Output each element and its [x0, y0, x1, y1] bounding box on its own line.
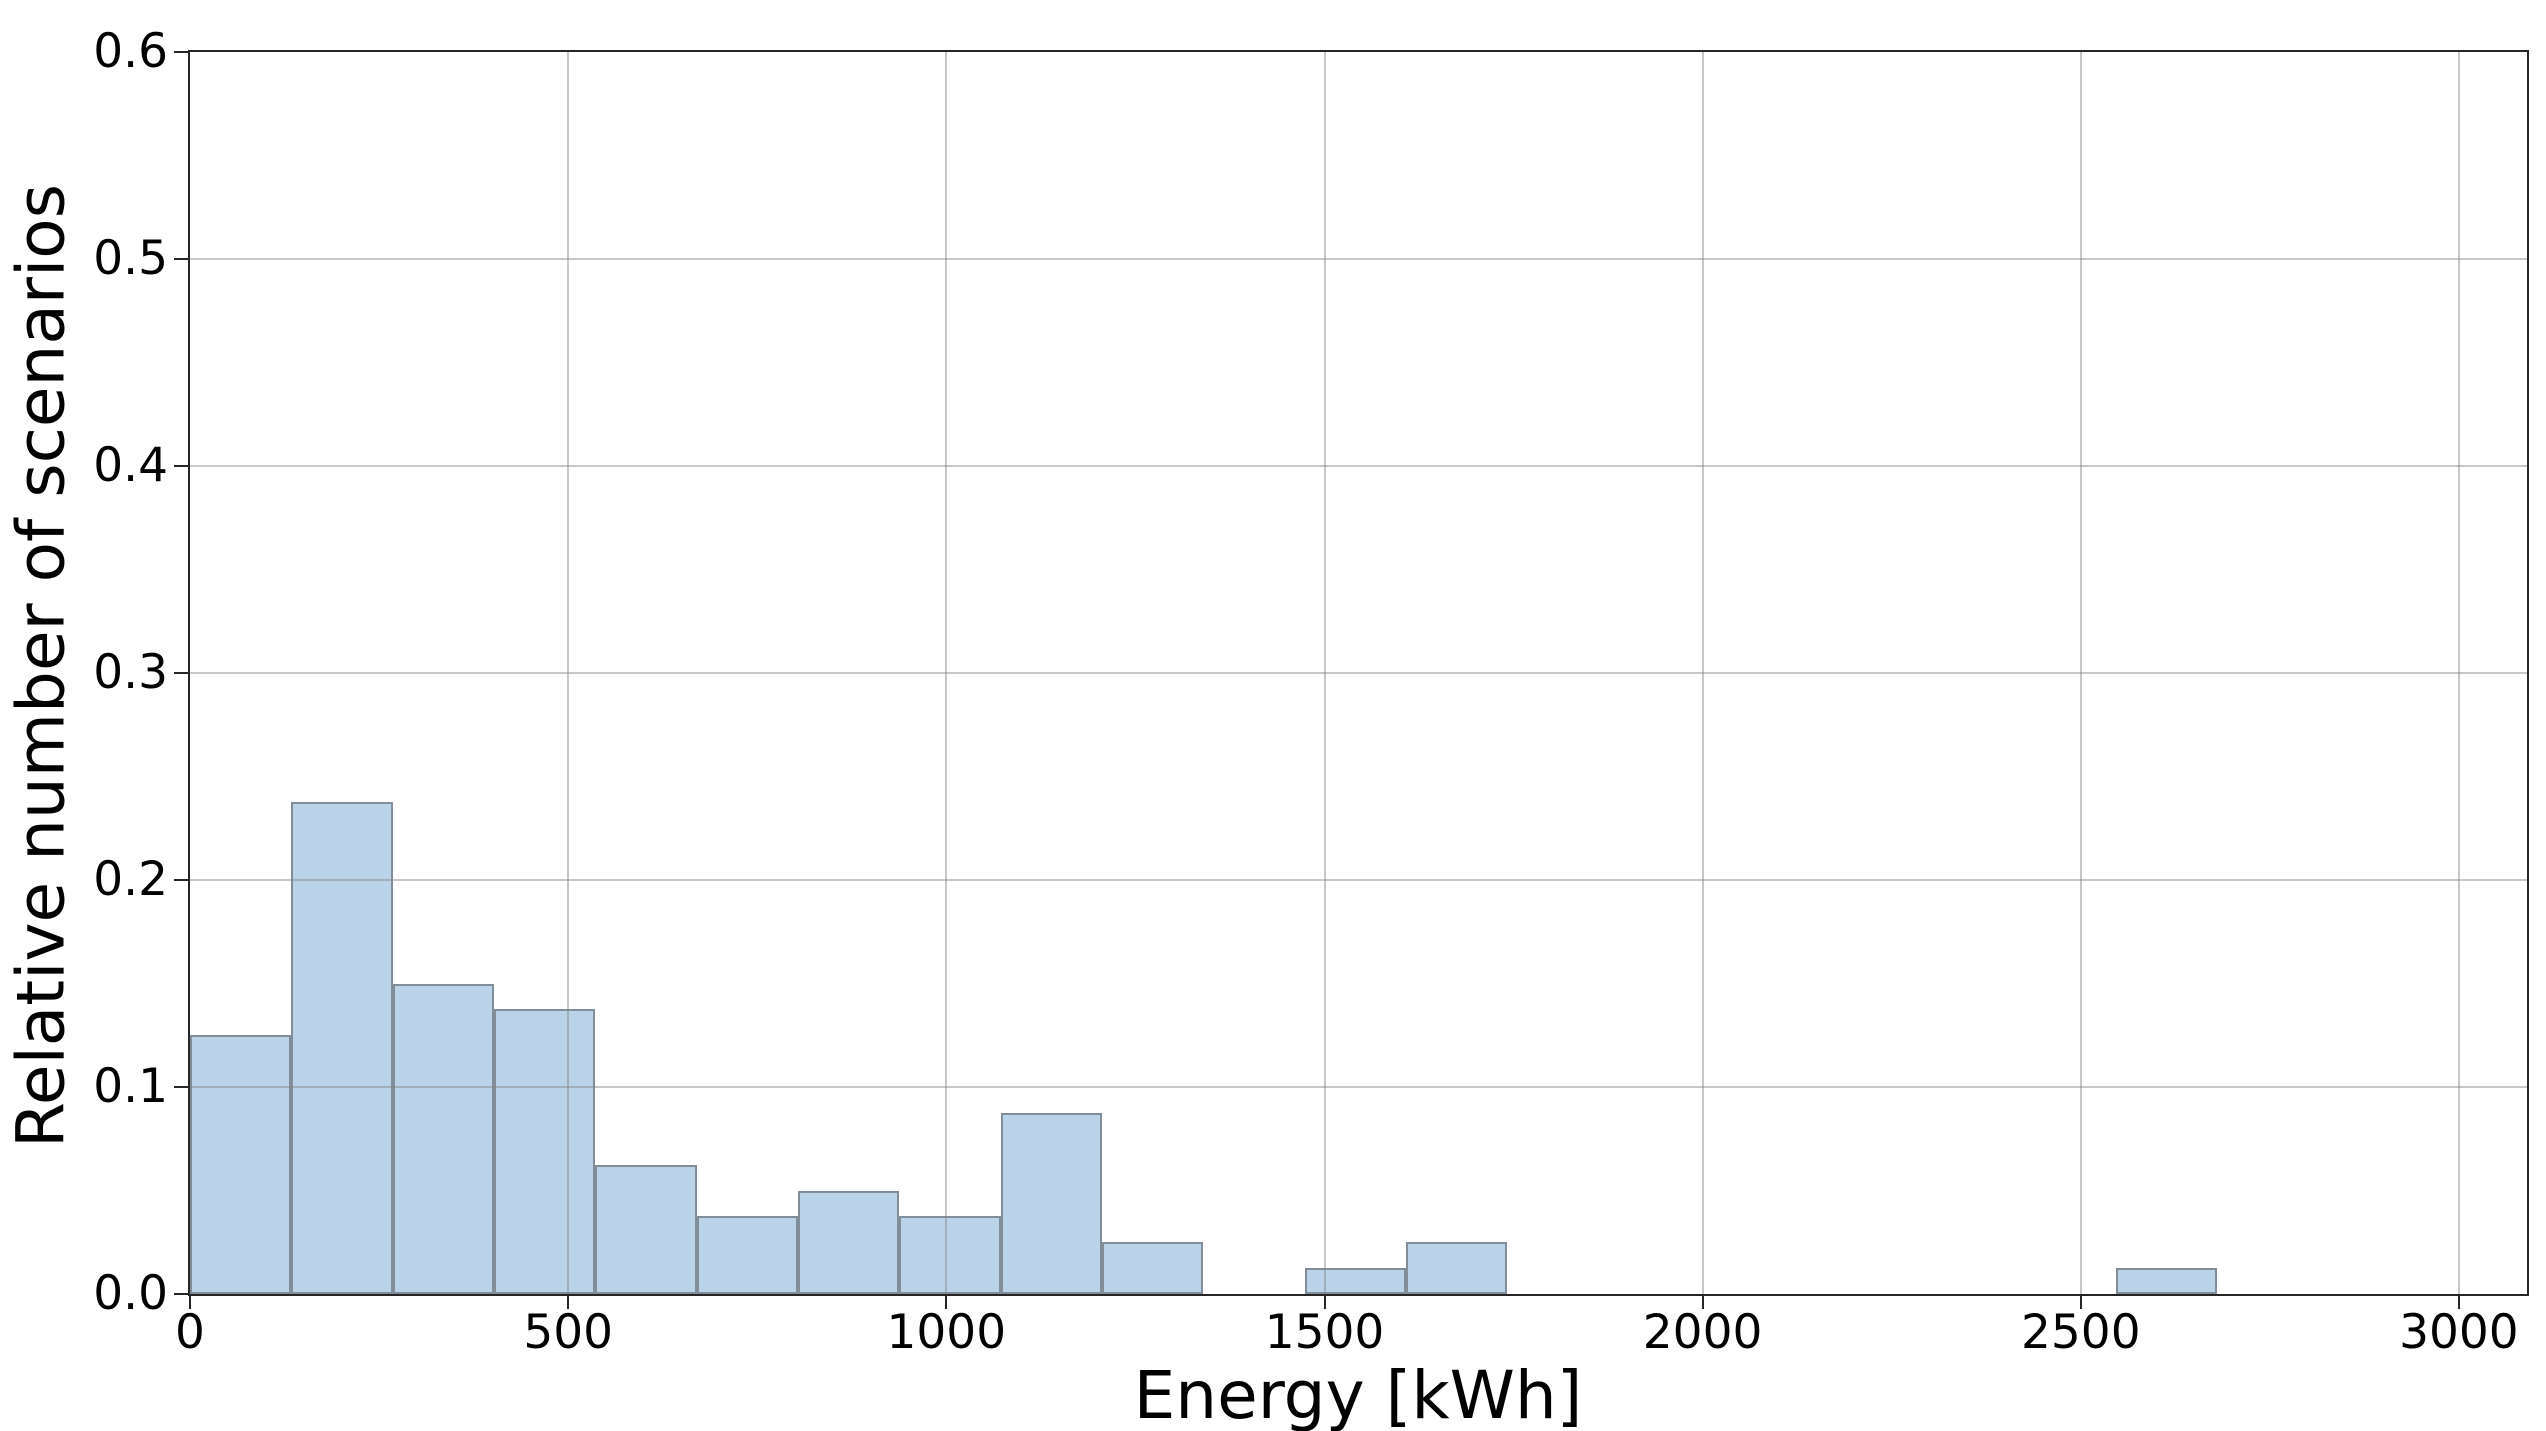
y-tick-mark	[174, 879, 188, 881]
grid-line-horizontal	[190, 465, 2527, 467]
grid-line-vertical	[945, 52, 948, 1294]
y-tick-label: 0.6	[93, 23, 168, 79]
histogram-bar	[291, 802, 393, 1294]
grid-line-horizontal	[190, 879, 2527, 881]
x-tick-label: 2500	[2020, 1305, 2141, 1360]
x-tick-mark	[189, 1296, 191, 1309]
x-tick-mark	[1323, 1296, 1326, 1309]
y-tick-label: 0.0	[93, 1265, 168, 1321]
x-tick-mark	[567, 1296, 570, 1309]
grid-line-vertical	[2079, 52, 2082, 1294]
y-tick-label: 0.5	[93, 230, 168, 286]
x-tick-label: 1500	[1264, 1305, 1385, 1360]
y-tick-label: 0.3	[93, 644, 168, 700]
y-tick-mark	[174, 51, 188, 53]
x-tick-mark	[1701, 1296, 1704, 1309]
y-tick-mark	[174, 672, 188, 674]
x-tick-mark	[945, 1296, 948, 1309]
histogram-bar	[1304, 1268, 1407, 1294]
x-axis-label: Energy [kWh]	[1133, 1357, 1583, 1431]
histogram-bar	[899, 1216, 1001, 1294]
grid-line-horizontal	[190, 258, 2527, 260]
histogram-bar	[494, 1009, 596, 1294]
plot-area	[188, 50, 2529, 1296]
y-tick-label: 0.1	[93, 1058, 168, 1114]
histogram-bar	[1102, 1242, 1204, 1294]
grid-line-vertical	[2457, 52, 2460, 1294]
bars-layer	[190, 52, 2527, 1294]
histogram-bar	[190, 1035, 292, 1294]
histogram-bar	[595, 1164, 697, 1294]
histogram-bar	[392, 983, 494, 1294]
x-tick-label: 2000	[1642, 1305, 1763, 1360]
y-tick-mark	[174, 465, 188, 467]
x-tick-mark	[2457, 1296, 2460, 1309]
grid-layer	[190, 52, 2527, 1294]
y-tick-label: 0.4	[93, 437, 168, 493]
histogram-bar	[1000, 1112, 1103, 1294]
grid-line-horizontal	[190, 672, 2527, 674]
histogram-bar	[798, 1190, 900, 1294]
y-tick-label: 0.2	[93, 851, 168, 907]
histogram-bar	[696, 1216, 798, 1294]
x-tick-label: 1000	[886, 1305, 1007, 1360]
grid-line-vertical	[567, 52, 570, 1294]
x-tick-label: 500	[523, 1305, 614, 1360]
y-tick-mark	[174, 258, 188, 260]
grid-line-vertical	[1701, 52, 1704, 1294]
y-tick-mark	[174, 1293, 188, 1295]
grid-line-horizontal	[190, 1086, 2527, 1088]
histogram-bar	[1406, 1242, 1508, 1294]
x-tick-mark	[2079, 1296, 2082, 1309]
y-tick-mark	[174, 1086, 188, 1088]
grid-line-vertical	[1323, 52, 1326, 1294]
x-tick-label: 0	[175, 1305, 205, 1360]
histogram-bar	[2115, 1268, 2217, 1294]
x-tick-label: 3000	[2399, 1305, 2519, 1360]
y-axis-label: Relative number of scenarios	[2, 183, 80, 1149]
